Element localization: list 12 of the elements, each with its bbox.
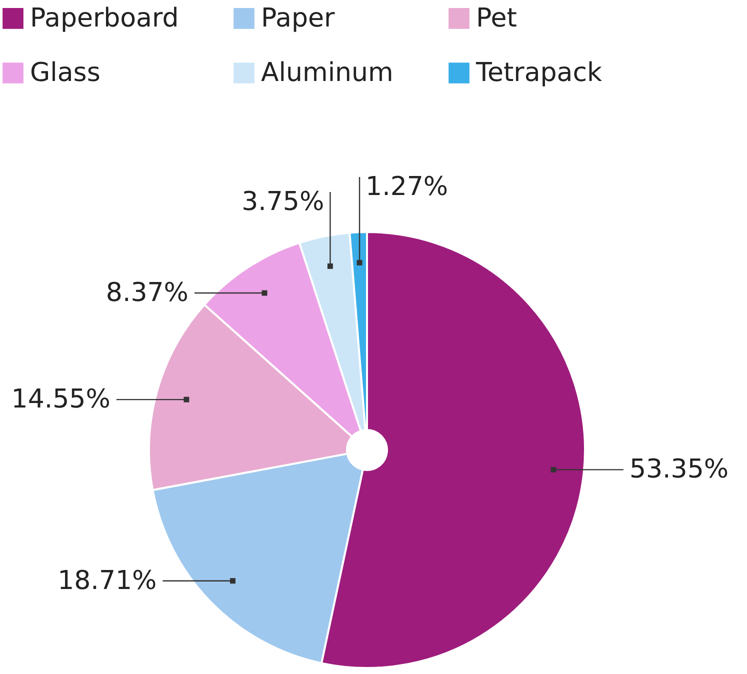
data-label: 53.35% (629, 454, 729, 485)
legend-label: Pet (476, 3, 517, 34)
legend-label: Aluminum (261, 58, 394, 88)
data-label: 18.71% (58, 566, 157, 596)
legend-label: Paperboard (30, 3, 179, 34)
legend-label: Glass (30, 58, 100, 88)
data-label: 3.75% (242, 187, 324, 217)
data-label: 8.37% (106, 278, 189, 308)
legend-label: Paper (261, 3, 335, 34)
data-label: 14.55% (11, 384, 110, 415)
legend-label: Tetrapack (475, 58, 602, 88)
data-label: 1.27% (366, 172, 448, 202)
